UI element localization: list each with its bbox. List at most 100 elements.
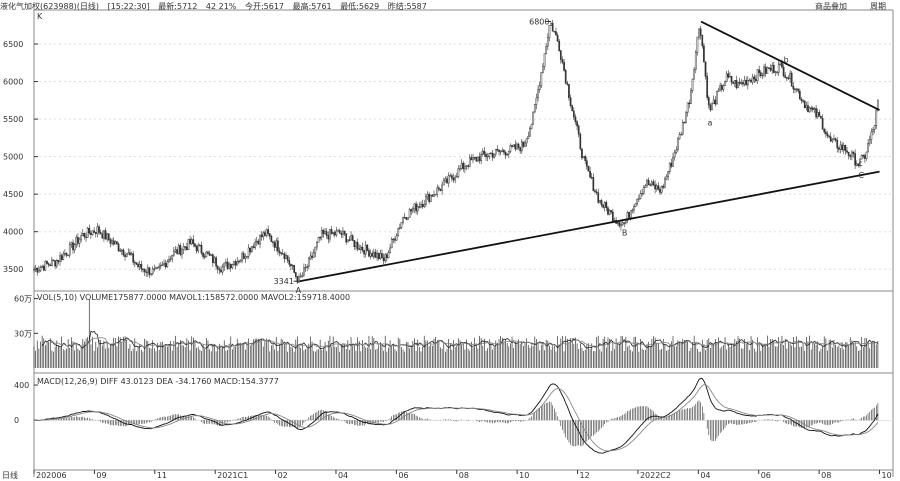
candle-body: [545, 45, 548, 55]
candle-body: [626, 212, 629, 221]
candle-body: [348, 239, 351, 241]
date-tick-label: 10: [519, 471, 529, 480]
candle-body: [72, 242, 74, 251]
candle-body: [834, 138, 837, 141]
candle-body: [316, 242, 318, 248]
candle-body: [854, 153, 856, 166]
candle-body: [171, 254, 174, 260]
candle-body: [307, 257, 310, 267]
candle-body: [387, 252, 390, 259]
candle-body: [223, 262, 226, 268]
candle-body: [294, 272, 297, 277]
candle-body: [75, 237, 78, 245]
candle-body: [192, 239, 195, 244]
price-tick-label: 6500: [3, 40, 23, 49]
candle-body: [649, 184, 652, 186]
candle-body: [361, 246, 364, 251]
candle-body: [823, 129, 826, 133]
macd-diff-line: [33, 377, 879, 454]
candle-body: [735, 80, 738, 89]
candle-body: [99, 232, 102, 235]
candle-body: [291, 264, 294, 267]
date-tick-label: 06: [761, 471, 771, 480]
candle-body: [543, 53, 546, 67]
price-tick-label: 5000: [3, 153, 23, 162]
candle-body: [857, 163, 860, 166]
candle-body: [333, 232, 336, 236]
candle-body: [433, 194, 435, 197]
candle-body: [553, 30, 556, 33]
candle-body: [150, 273, 152, 275]
candle-body: [621, 222, 624, 225]
candle-body: [161, 264, 164, 266]
candle-body: [787, 77, 790, 79]
candle-body: [727, 73, 730, 78]
candle-body: [520, 141, 523, 152]
candle-body: [345, 233, 348, 243]
candle-body: [298, 276, 300, 283]
candle-body: [104, 230, 107, 240]
candle-body: [852, 151, 855, 154]
overlay-button[interactable]: 商品叠加: [815, 2, 847, 11]
candle-body: [590, 176, 593, 179]
candle-body: [472, 157, 474, 161]
candle-body: [498, 149, 500, 152]
candle-body: [584, 156, 587, 161]
candle-body: [236, 261, 239, 266]
candle-body: [678, 134, 681, 140]
candle-body: [195, 245, 198, 252]
candle-body: [185, 246, 188, 251]
volume-ma-line: [50, 337, 879, 348]
candle-body: [51, 259, 53, 266]
candle-body: [636, 198, 639, 205]
candle-body: [57, 260, 60, 262]
candle-body: [616, 222, 619, 224]
candle-body: [768, 67, 770, 69]
candle-body: [587, 165, 590, 172]
candle-body: [301, 274, 304, 277]
candle-body: [265, 229, 268, 236]
candle-body: [514, 144, 517, 150]
volume-panel: VOL(5,10) VOLUME175877.0000 MAVOL1:15857…: [14, 293, 879, 368]
candle-body: [252, 246, 255, 249]
candle-body: [730, 76, 733, 83]
price-grid: [33, 9, 894, 477]
quote-high: 最高:5761: [292, 2, 332, 11]
wave-label-B: B: [622, 228, 628, 237]
candle-body: [764, 66, 767, 74]
candle-body: [623, 222, 626, 224]
candle-body: [350, 235, 352, 241]
candle-body: [485, 154, 487, 158]
candle-body: [605, 202, 608, 209]
candle-body: [486, 156, 489, 158]
candle-body: [278, 250, 281, 254]
candle-body: [96, 226, 99, 234]
candle-body: [548, 24, 551, 38]
candle-body: [725, 73, 728, 82]
candle-body: [59, 255, 61, 262]
quote-time: [15:22:30]: [107, 2, 150, 11]
trendline-resistance: [700, 20, 880, 111]
candle-body: [600, 200, 603, 206]
candle-body: [267, 229, 269, 234]
candle-body: [789, 72, 791, 79]
candle-body: [80, 235, 83, 240]
candle-body: [742, 82, 744, 85]
date-tick-label: 10: [882, 471, 892, 480]
candle-body: [210, 254, 213, 256]
candle-body: [750, 79, 752, 83]
candle-body: [556, 34, 559, 42]
candle-body: [540, 72, 543, 87]
candle-body: [572, 110, 575, 118]
candle-body: [782, 66, 785, 76]
candle-body: [779, 62, 782, 65]
candle-body: [794, 88, 796, 91]
candle-body: [753, 76, 756, 80]
period-button[interactable]: 周期: [870, 2, 886, 11]
candle-body: [724, 81, 726, 86]
candle-body: [733, 80, 736, 84]
candle-body: [829, 136, 832, 142]
candle-body: [103, 230, 105, 239]
candle-body: [218, 268, 221, 271]
candle-body: [477, 156, 479, 162]
